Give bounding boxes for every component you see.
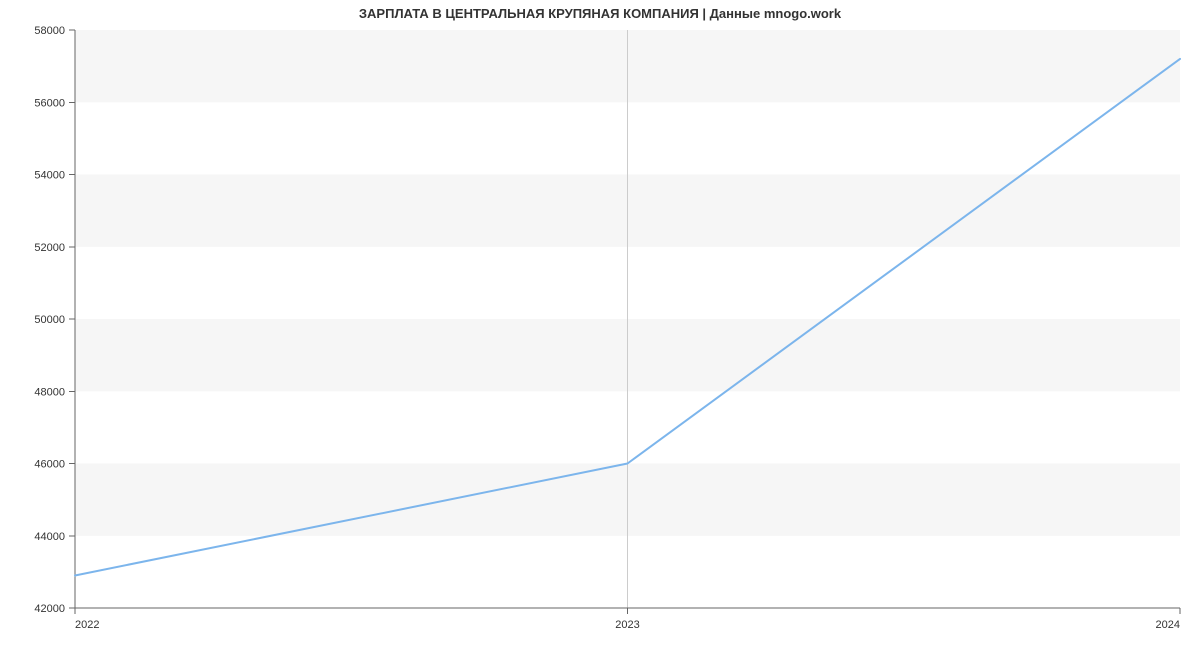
chart-container: ЗАРПЛАТА В ЦЕНТРАЛЬНАЯ КРУПЯНАЯ КОМПАНИЯ…	[0, 0, 1200, 650]
line-chart: 42000 44000 46000 48000 50000 52000 54000 56000…	[0, 0, 1200, 650]
svg-text:44000: 44000	[34, 531, 65, 543]
svg-text:50000: 50000	[34, 314, 65, 326]
svg-text:58000: 58000	[34, 25, 65, 37]
svg-text:2023: 2023	[615, 619, 639, 631]
chart-title: ЗАРПЛАТА В ЦЕНТРАЛЬНАЯ КРУПЯНАЯ КОМПАНИЯ…	[0, 6, 1200, 21]
svg-text:2024: 2024	[1156, 619, 1180, 631]
svg-text:46000: 46000	[34, 459, 65, 471]
svg-text:42000: 42000	[34, 603, 65, 615]
svg-text:56000: 56000	[34, 97, 65, 109]
svg-text:2022: 2022	[75, 619, 99, 631]
svg-text:52000: 52000	[34, 242, 65, 254]
svg-text:54000: 54000	[34, 170, 65, 182]
svg-text:48000: 48000	[34, 386, 65, 398]
